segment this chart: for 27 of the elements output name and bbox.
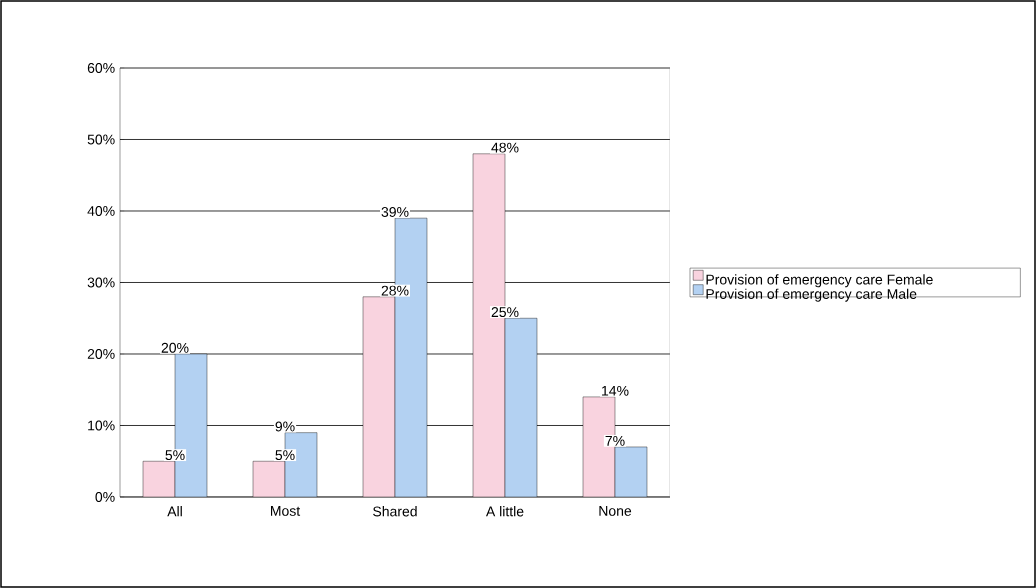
data-label: 5% <box>275 450 295 461</box>
y-tick-label: 50% <box>87 134 115 145</box>
legend-label: Provision of emergency care Female <box>706 274 933 288</box>
x-tick-label: A little <box>485 506 524 517</box>
y-tick-label: 30% <box>87 277 115 288</box>
x-tick-label: Most <box>271 506 301 516</box>
bar <box>363 296 396 497</box>
data-label: 5% <box>165 450 185 461</box>
bar <box>505 318 537 497</box>
x-tick-label: Shared <box>373 506 417 517</box>
x-tick-label: None <box>599 506 632 516</box>
data-label: 28% <box>381 285 409 296</box>
data-label: 20% <box>161 342 189 353</box>
y-tick-label: 40% <box>87 206 115 216</box>
data-label: 39% <box>381 207 409 217</box>
y-tick-label: 60% <box>87 63 115 73</box>
y-tick-label: 10% <box>88 420 115 431</box>
data-label: 7% <box>605 435 625 446</box>
data-label: 48% <box>491 142 519 153</box>
data-label: 14% <box>602 385 629 396</box>
bar <box>614 446 648 497</box>
data-label: 25% <box>491 307 519 318</box>
y-tick-label: 20% <box>87 349 115 359</box>
data-label: 9% <box>275 421 295 432</box>
y-tick-label: 0% <box>95 492 115 502</box>
legend-label: Provision of emergency care Male <box>706 288 917 302</box>
x-tick-label: All <box>167 506 182 517</box>
